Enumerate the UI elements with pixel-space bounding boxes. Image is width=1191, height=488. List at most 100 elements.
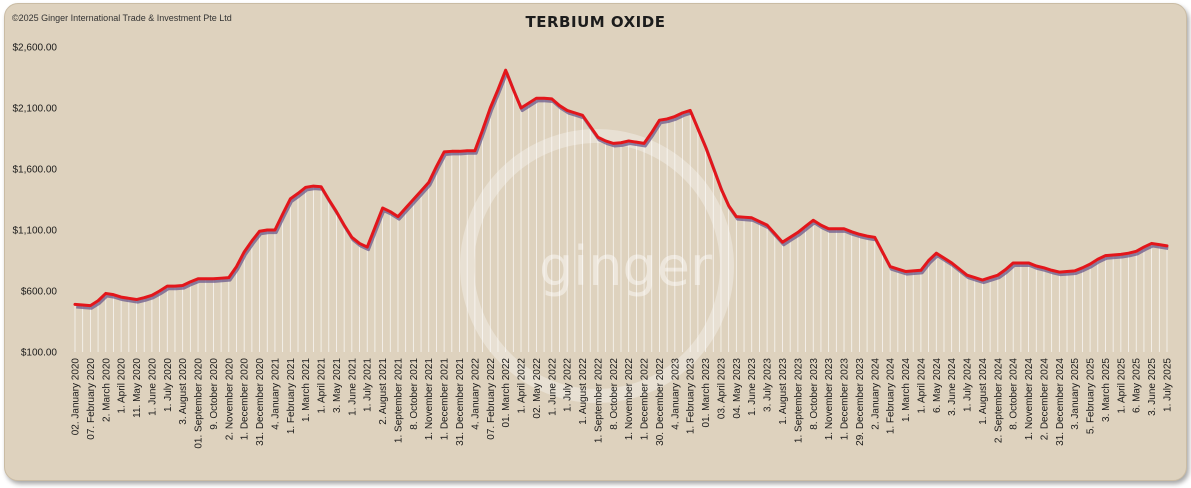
data-point (950, 261, 953, 265)
data-point (496, 88, 500, 91)
data-point (442, 150, 446, 154)
data-point (173, 284, 177, 288)
x-tick-label: 31. December 2021 (455, 358, 466, 446)
data-point (958, 267, 961, 271)
data-point (281, 212, 284, 216)
data-point (143, 296, 146, 299)
data-point (1111, 253, 1115, 257)
x-tick-label: 2. November 2020 (224, 358, 235, 441)
data-point (1035, 264, 1038, 268)
data-point (366, 245, 369, 249)
data-point (758, 220, 761, 223)
chart-title: TERBIUM OXIDE (525, 13, 666, 31)
data-point (342, 223, 346, 227)
x-tick-label: 1. December 2020 (240, 358, 251, 441)
data-point (219, 276, 223, 280)
data-point (1165, 244, 1169, 248)
data-point (573, 111, 577, 115)
data-point (719, 187, 723, 190)
data-point (765, 223, 769, 227)
x-tick-label: 1. July 2025 (1163, 358, 1174, 412)
data-point (327, 198, 330, 201)
x-tick-label: 8. October 2022 (609, 358, 620, 430)
data-point (119, 295, 123, 299)
data-point (996, 273, 1000, 277)
data-point (696, 127, 700, 130)
x-tick-label: 1. April 2020 (117, 358, 128, 414)
data-point (596, 136, 600, 139)
data-point (819, 223, 823, 227)
data-point (273, 228, 277, 232)
data-point (712, 166, 715, 169)
data-point (888, 265, 892, 268)
data-point (404, 206, 407, 210)
data-point (258, 230, 261, 233)
x-tick-label: 2. September 2024 (993, 358, 1004, 443)
x-tick-label: 8. October 2023 (809, 358, 820, 430)
x-tick-label: 1. November 2023 (824, 358, 835, 441)
x-tick-label: 1. September 2023 (793, 358, 804, 443)
x-tick-label: 01. September 2020 (194, 358, 205, 449)
data-point (312, 184, 315, 188)
data-point (673, 115, 677, 118)
x-tick-label: 1. February 2021 (286, 358, 297, 435)
data-point (335, 210, 338, 213)
data-point (581, 114, 584, 117)
x-tick-label: 11. May 2020 (132, 358, 143, 418)
x-tick-label: 30. December 2022 (655, 358, 666, 446)
x-tick-label: 31. December 2020 (255, 358, 266, 446)
data-point (81, 303, 84, 307)
data-point (988, 276, 992, 279)
data-point (158, 289, 161, 293)
x-tick-label: 2. January 2024 (870, 358, 881, 430)
data-point (112, 293, 115, 296)
x-tick-label: 1. June 2020 (147, 358, 158, 416)
x-tick-label: 1. March 2024 (901, 358, 912, 422)
x-tick-label: 02. May 2022 (532, 358, 543, 419)
data-point (89, 304, 92, 307)
data-point (504, 68, 507, 72)
x-axis: 02. January 2020 07. February 2020 2. Marc… (71, 358, 1174, 449)
data-point (1096, 258, 1099, 261)
data-point (665, 117, 669, 121)
data-point (242, 250, 246, 254)
x-tick-label: 1. February 2024 (886, 358, 897, 435)
x-tick-label: 8. October 2024 (1009, 358, 1020, 430)
y-axis: $100.00 $600.00 $1,100.00 $1,600.00 $2,100.0… (13, 43, 58, 359)
data-point (150, 294, 154, 297)
x-tick-label: 07. February 2020 (86, 358, 97, 440)
data-point (558, 104, 561, 107)
data-point (1142, 245, 1146, 249)
x-tick-label: 8. October 2021 (409, 358, 420, 430)
x-tick-label: 3. May 2021 (332, 358, 343, 413)
data-point (642, 142, 646, 145)
x-tick-label: 03. April 2023 (716, 358, 727, 420)
data-point (96, 299, 100, 302)
x-tick-label: 6. May 2024 (932, 358, 943, 413)
data-point (427, 181, 430, 184)
x-tick-label: 01. March 2023 (701, 358, 712, 428)
data-point (689, 109, 692, 112)
x-tick-label: 1. November 2021 (424, 358, 435, 441)
y-tick-label: $1,100.00 (13, 226, 58, 237)
data-point (850, 230, 853, 234)
y-tick-label: $1,600.00 (13, 165, 58, 176)
data-point (127, 297, 131, 300)
x-tick-label: 1. July 2020 (163, 358, 174, 412)
x-tick-label: 1. August 2024 (978, 358, 989, 425)
data-point (1119, 253, 1123, 256)
data-point (304, 186, 307, 189)
price-line-shadow (76, 71, 1169, 310)
x-tick-label: 1. April 2024 (916, 358, 927, 414)
data-point (266, 228, 269, 232)
data-point (1004, 268, 1007, 271)
data-point (289, 197, 292, 201)
data-point (912, 269, 915, 273)
x-tick-label: 5. February 2025 (1086, 358, 1097, 435)
data-point (1011, 261, 1015, 265)
data-point (465, 149, 469, 152)
data-point (842, 227, 846, 230)
data-point (858, 233, 861, 236)
data-point (735, 215, 738, 218)
data-point (412, 198, 415, 201)
